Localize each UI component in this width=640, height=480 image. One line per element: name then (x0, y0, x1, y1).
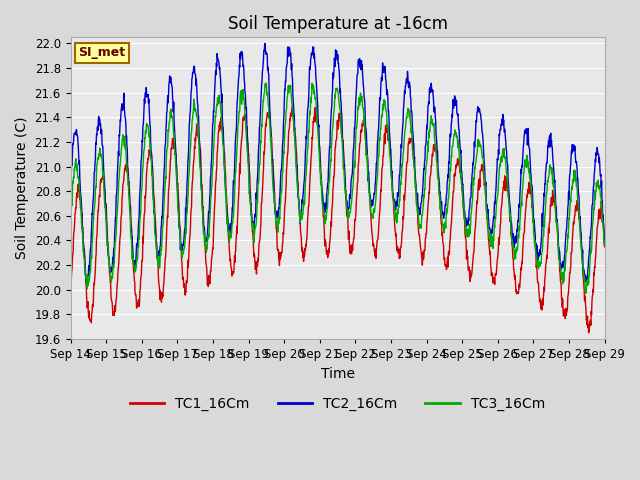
TC3_16Cm (601, 242, 609, 248)
X-axis label: Time: Time (321, 367, 355, 381)
TC1_16Cm (289, 102, 296, 108)
Line: TC1_16Cm: TC1_16Cm (70, 105, 605, 333)
TC3_16Cm (490, 223, 498, 228)
TC1_16Cm (245, 158, 253, 164)
TC1_16Cm (585, 330, 593, 336)
TC1_16Cm (538, 299, 545, 304)
Line: TC3_16Cm: TC3_16Cm (70, 83, 605, 293)
TC2_16Cm (491, 199, 499, 204)
TC2_16Cm (421, 157, 429, 163)
TC1_16Cm (172, 159, 180, 165)
TC3_16Cm (245, 179, 253, 185)
TC1_16Cm (420, 248, 428, 253)
TC2_16Cm (186, 118, 193, 123)
TC3_16Cm (67, 208, 74, 214)
TC1_16Cm (67, 283, 74, 288)
TC3_16Cm (262, 80, 269, 86)
TC3_16Cm (420, 186, 428, 192)
TC1_16Cm (601, 244, 609, 250)
TC2_16Cm (601, 240, 609, 246)
TC3_16Cm (186, 168, 193, 174)
Line: TC2_16Cm: TC2_16Cm (70, 44, 605, 284)
Legend: TC1_16Cm, TC2_16Cm, TC3_16Cm: TC1_16Cm, TC2_16Cm, TC3_16Cm (124, 391, 551, 417)
TC2_16Cm (67, 193, 74, 199)
Text: SI_met: SI_met (79, 47, 125, 60)
TC2_16Cm (538, 227, 546, 233)
Title: Soil Temperature at -16cm: Soil Temperature at -16cm (228, 15, 447, 33)
TC1_16Cm (490, 276, 498, 281)
TC2_16Cm (246, 191, 253, 197)
TC3_16Cm (538, 253, 545, 259)
TC3_16Cm (582, 290, 589, 296)
TC2_16Cm (83, 281, 90, 287)
TC3_16Cm (172, 172, 180, 178)
TC1_16Cm (186, 241, 193, 247)
TC2_16Cm (173, 169, 180, 175)
Y-axis label: Soil Temperature (C): Soil Temperature (C) (15, 117, 29, 259)
TC2_16Cm (261, 41, 269, 47)
